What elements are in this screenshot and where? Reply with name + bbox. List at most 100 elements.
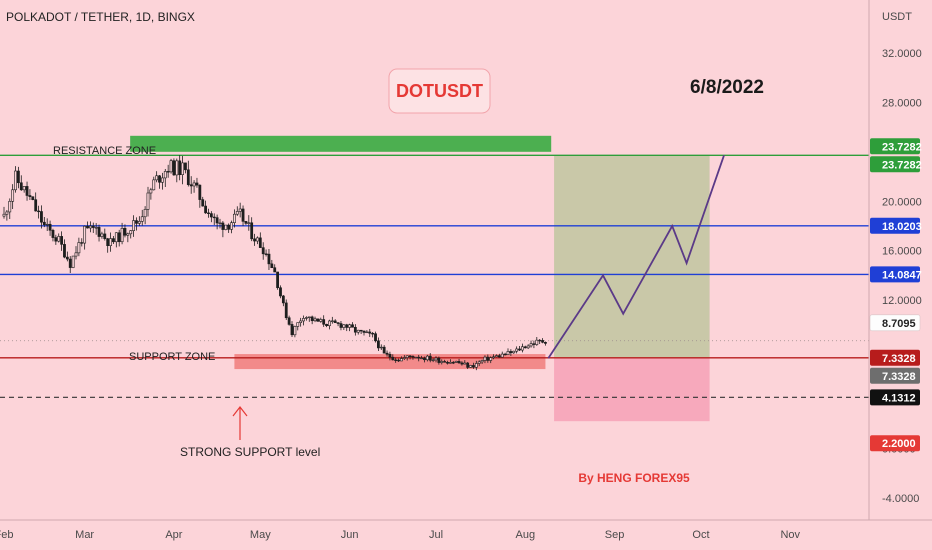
candle xyxy=(330,316,334,324)
candle xyxy=(469,364,472,369)
candle xyxy=(117,229,121,247)
candle xyxy=(250,217,254,242)
candle xyxy=(509,349,513,356)
candle xyxy=(316,318,320,322)
candle xyxy=(80,238,84,247)
candle xyxy=(304,316,308,321)
candle xyxy=(371,332,375,338)
candle xyxy=(310,315,314,325)
candle xyxy=(57,233,61,243)
time-tick-label: Feb xyxy=(0,529,13,541)
price-badge[interactable]: 2.2000 xyxy=(870,435,920,452)
candle xyxy=(333,319,337,323)
time-tick-label: Jul xyxy=(429,529,443,541)
candle xyxy=(97,224,101,242)
candle xyxy=(313,316,317,323)
candle xyxy=(302,315,305,326)
price-badge[interactable]: 4.1312 xyxy=(870,389,920,406)
candle xyxy=(54,234,58,245)
price-tick-label: -4.0000 xyxy=(882,493,919,505)
price-badge[interactable]: 14.0847 xyxy=(870,266,922,283)
candle xyxy=(112,235,115,245)
candle xyxy=(532,340,536,349)
candle xyxy=(376,337,380,351)
strong-support-label: STRONG SUPPORT level xyxy=(180,445,320,459)
candle xyxy=(45,218,49,232)
price-axis-unit[interactable]: USDT xyxy=(882,11,912,23)
candle xyxy=(91,222,95,233)
candle xyxy=(8,198,12,219)
candle xyxy=(497,353,501,358)
author-label: By HENG FOREX95 xyxy=(578,471,690,485)
price-badge[interactable]: 23.7282 xyxy=(870,156,922,173)
candle xyxy=(267,248,271,271)
candle xyxy=(65,251,69,262)
candle xyxy=(14,166,17,193)
candle xyxy=(523,345,527,349)
price-badge[interactable]: 7.3328 xyxy=(870,349,920,366)
candle xyxy=(261,242,265,260)
candle xyxy=(474,360,478,371)
time-tick-label: Oct xyxy=(692,529,709,541)
price-badge[interactable]: 7.3328 xyxy=(870,367,920,384)
resistance-zone[interactable] xyxy=(130,135,552,152)
candle xyxy=(397,358,400,363)
candle xyxy=(281,294,285,307)
candle xyxy=(325,323,328,328)
candle xyxy=(423,356,426,363)
candle xyxy=(149,187,153,200)
price-tick-label: 28.0000 xyxy=(882,98,922,110)
time-tick-label: Nov xyxy=(780,529,800,541)
candle xyxy=(400,356,403,362)
candle xyxy=(402,355,406,361)
projection-loss-box[interactable] xyxy=(554,357,710,422)
candle xyxy=(336,322,340,327)
projection-profit-box[interactable] xyxy=(554,155,710,358)
candle xyxy=(11,184,15,210)
candle xyxy=(463,360,467,365)
candle xyxy=(495,354,498,358)
candle xyxy=(241,205,245,227)
candle xyxy=(207,208,210,218)
candle xyxy=(195,177,199,188)
candle xyxy=(230,220,233,234)
candle xyxy=(391,354,395,361)
candle xyxy=(28,189,32,200)
price-badge-label: 8.7095 xyxy=(882,318,916,330)
candle xyxy=(155,171,159,183)
candle xyxy=(388,351,392,361)
candle xyxy=(448,359,452,364)
candle xyxy=(233,209,236,228)
ticker-box[interactable]: DOTUSDT xyxy=(388,68,491,114)
price-badge-label: 7.3328 xyxy=(882,353,916,365)
price-badge[interactable]: 8.7095 xyxy=(869,314,921,332)
candle xyxy=(163,168,167,187)
candle xyxy=(244,221,248,225)
candle xyxy=(394,357,398,363)
projection-path[interactable] xyxy=(547,155,725,359)
candle xyxy=(296,322,300,331)
candle xyxy=(287,315,291,326)
candle xyxy=(356,329,360,335)
candle xyxy=(83,225,87,250)
candle xyxy=(345,323,349,332)
candle xyxy=(518,346,521,352)
time-tick-label: Sep xyxy=(605,529,625,541)
candle xyxy=(353,324,357,336)
candle xyxy=(506,348,510,355)
candle xyxy=(408,355,412,360)
price-badge[interactable]: 23.7282 xyxy=(870,138,922,155)
time-tick-label: Aug xyxy=(515,529,535,541)
candle xyxy=(515,346,519,354)
price-badge-label: 4.1312 xyxy=(882,392,916,404)
candle xyxy=(454,360,458,363)
candle xyxy=(212,213,216,226)
candle xyxy=(175,158,179,183)
candle xyxy=(19,175,23,191)
candle xyxy=(256,236,259,245)
candle xyxy=(120,222,124,245)
candle xyxy=(94,223,98,235)
candle xyxy=(224,224,228,231)
price-badge[interactable]: 18.0203 xyxy=(870,217,922,234)
candle xyxy=(37,205,40,219)
